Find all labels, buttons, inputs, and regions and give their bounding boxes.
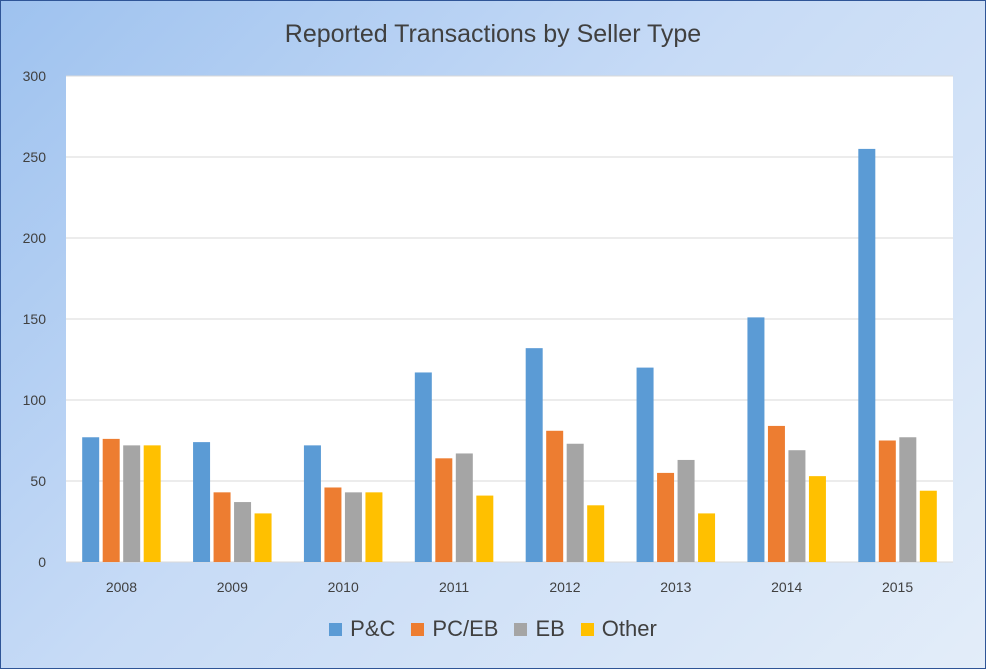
y-tick-label: 200: [23, 230, 47, 246]
bar: [102, 438, 120, 562]
y-tick-label: 300: [23, 68, 47, 84]
bar: [213, 492, 231, 562]
legend-swatch: [411, 622, 425, 636]
bar: [254, 513, 272, 562]
bar: [677, 459, 695, 562]
bar: [899, 437, 917, 562]
y-tick-label: 250: [23, 149, 47, 165]
bar: [123, 445, 141, 562]
x-tick-label: 2012: [549, 579, 580, 595]
bar: [193, 442, 211, 562]
chart-legend: P&C PC/EB EB Other: [0, 616, 986, 642]
legend-label: Other: [601, 616, 657, 641]
bar: [435, 458, 453, 562]
x-tick-label: 2011: [439, 579, 469, 595]
bar: [919, 490, 937, 562]
bar: [234, 502, 252, 562]
legend-item: EB: [514, 616, 565, 642]
bar: [587, 505, 605, 562]
bar: [365, 492, 383, 562]
bar: [324, 487, 342, 562]
bar: [878, 440, 896, 562]
legend-label: PC/EB: [432, 616, 499, 641]
bar: [698, 513, 716, 562]
bar: [82, 437, 100, 562]
y-tick-label: 100: [23, 392, 47, 408]
bar: [566, 443, 584, 562]
x-tick-label: 2014: [771, 579, 802, 595]
legend-item: PC/EB: [411, 616, 498, 642]
bar: [455, 453, 473, 562]
bar: [636, 367, 654, 562]
bar: [525, 348, 543, 562]
x-tick-label: 2010: [328, 579, 359, 595]
legend-item: P&C: [329, 616, 395, 642]
y-tick-label: 0: [38, 554, 46, 570]
bar: [414, 372, 432, 562]
bar: [657, 472, 675, 562]
bar: [858, 148, 876, 562]
chart-title: Reported Transactions by Seller Type: [284, 20, 702, 48]
x-tick-label: 2015: [882, 579, 913, 595]
y-tick-label: 150: [23, 311, 47, 327]
bar: [143, 445, 161, 562]
x-tick-label: 2009: [217, 579, 248, 595]
bar: [476, 495, 494, 562]
legend-item: Other: [580, 616, 657, 642]
bar: [344, 492, 362, 562]
legend-label: P&C: [350, 616, 396, 641]
bar: [303, 445, 321, 562]
legend-swatch: [580, 622, 594, 636]
legend-swatch: [514, 622, 528, 636]
bar: [546, 430, 564, 562]
x-tick-label: 2013: [660, 579, 691, 595]
legend-swatch: [329, 622, 343, 636]
bar: [767, 425, 785, 562]
y-tick-label: 50: [30, 473, 46, 489]
bar: [808, 476, 826, 562]
bar: [747, 317, 765, 562]
legend-label: EB: [535, 616, 565, 641]
bar: [788, 450, 806, 562]
x-tick-label: 2008: [106, 579, 137, 595]
